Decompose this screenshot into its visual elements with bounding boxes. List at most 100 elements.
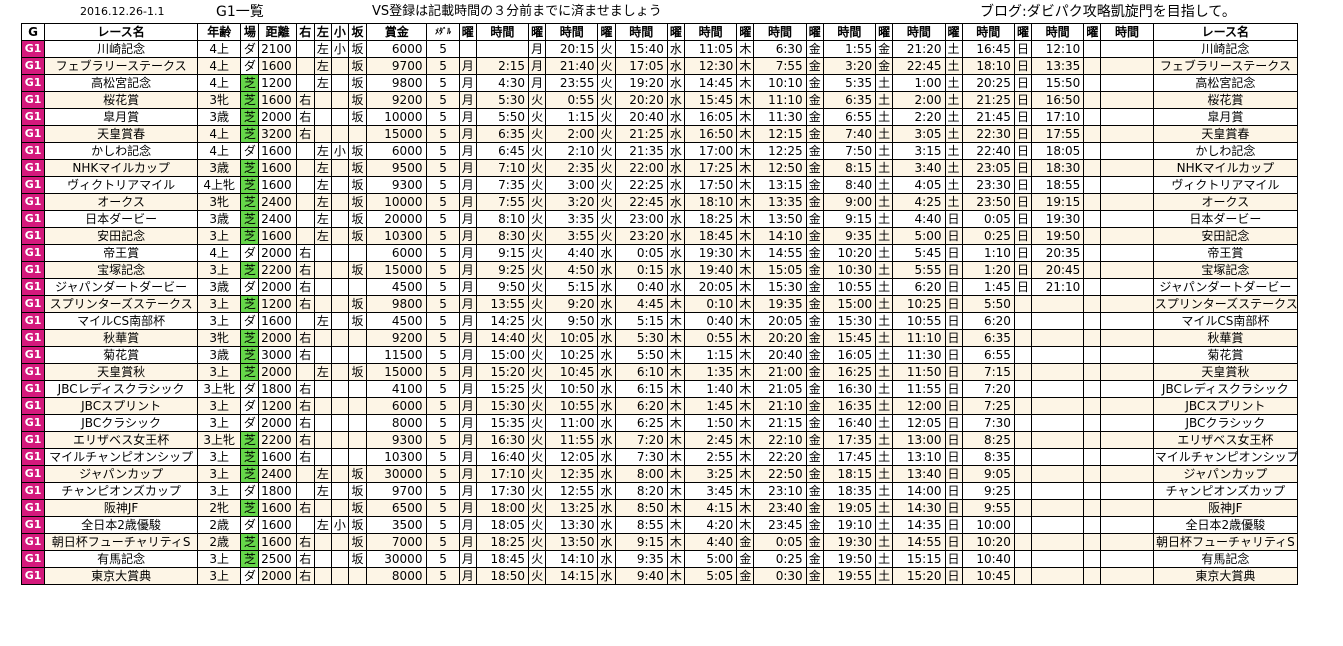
slot-time: 12:10 [1030, 40, 1085, 58]
slot-day: 金 [805, 159, 824, 177]
race-name: 全日本2歳優駿 [44, 516, 199, 534]
distance-cell: 1600 [258, 142, 297, 160]
slot-time: 21:10 [1030, 278, 1085, 296]
race-name-right: マイルチャンピオンシップ [1152, 448, 1299, 466]
slot-day: 木 [736, 397, 755, 415]
slot-time [1030, 295, 1085, 313]
slope-cell [347, 346, 368, 364]
age-cell: 4上 [197, 142, 242, 160]
slot-time: 22:25 [614, 176, 668, 194]
slot-day: 日 [1013, 57, 1033, 75]
left-turn-cell [313, 397, 332, 415]
slot-time [1100, 159, 1154, 177]
slot-day: 木 [736, 448, 755, 466]
table-row: G1 秋華賞 3牝芝 2000 右 9200 5 月 14:40 火 10:05 水 5:30 木 0:55… [20, 329, 1299, 347]
slot-time: 19:30 [822, 533, 877, 551]
slot-day [1083, 261, 1102, 279]
slot-time: 0:40 [683, 312, 738, 330]
medal-cell: 5 [426, 482, 460, 500]
slot-time: 2:10 [545, 142, 599, 160]
slot-day [1013, 397, 1033, 415]
slot-time: 17:05 [614, 57, 668, 75]
slot-time: 23:40 [753, 499, 807, 517]
table-row: G1 ジャパンカップ 3上芝 2400 左坂 30000 5 月 17:10 火 12:35 水 8:0… [20, 465, 1299, 483]
slot-day: 水 [597, 380, 616, 398]
race-name-right: JBCレディスクラシック [1152, 380, 1299, 398]
slot-time: 14:40 [475, 329, 530, 347]
slot-day [1013, 465, 1033, 483]
table-row: G1 マイルチャンピオンシップ 3上芝 1600 右 10300 5 月 16:40 火 12:05… [20, 448, 1299, 466]
right-turn-cell [295, 210, 315, 228]
slot-time: 9:15 [822, 210, 877, 228]
race-name: 帝王賞 [44, 244, 199, 262]
slot-day: 木 [736, 329, 755, 347]
slot-day [1083, 244, 1102, 262]
slot-time: 15:45 [683, 91, 738, 109]
slot-time: 19:55 [822, 567, 877, 585]
slot-time: 7:55 [475, 193, 530, 211]
grade-badge: G1 [20, 261, 46, 279]
slope-cell: 坂 [347, 550, 368, 568]
medal-cell: 5 [426, 244, 460, 262]
table-row: G1 チャンピオンズカップ 3上ダ 1800 左坂 9700 5 月 17:30 火 12:55 水 8… [20, 482, 1299, 500]
medal-cell: 5 [426, 516, 460, 534]
medal-cell: 5 [426, 142, 460, 160]
left-turn-cell [313, 346, 332, 364]
slot-day: 金 [805, 363, 824, 381]
slot-time: 3:55 [545, 227, 599, 245]
slot-time: 14:15 [545, 567, 599, 585]
slot-day: 土 [875, 312, 894, 330]
grade-badge: G1 [20, 91, 46, 109]
slot-day: 火 [597, 108, 616, 126]
slot-time: 23:50 [961, 193, 1015, 211]
slot-time: 11:10 [892, 329, 946, 347]
slot-day: 月 [458, 414, 477, 432]
slot-time: 15:30 [753, 278, 807, 296]
slot-time: 2:15 [475, 57, 530, 75]
slot-day: 土 [944, 142, 963, 160]
distance-cell: 2500 [258, 550, 297, 568]
race-name: オークス [44, 193, 199, 211]
race-name-right: ヴィクトリアマイル [1152, 176, 1299, 194]
table-row: G1 桜花賞 3牝芝 1600 右坂 9200 5 月 5:30 火 0:55 火 20:20 水 15:4… [20, 91, 1299, 109]
race-name-right: 東京大賞典 [1152, 567, 1299, 585]
left-turn-cell [313, 125, 332, 143]
distance-cell: 2200 [258, 431, 297, 449]
slope-cell [347, 431, 368, 449]
left-turn-cell [313, 261, 332, 279]
slot-day: 火 [528, 295, 547, 313]
prize-cell: 9500 [366, 159, 428, 177]
race-name: ヴィクトリアマイル [44, 176, 199, 194]
slot-time [1100, 448, 1154, 466]
g1-schedule-table: G レース名 年齢場距離右左小坂賞金 ﾒﾀﾞﾙ曜時間曜時間曜時間曜時間曜時間曜時間曜時… [20, 23, 1299, 585]
slot-time: 2:55 [683, 448, 738, 466]
left-turn-cell [313, 431, 332, 449]
right-turn-cell [295, 57, 315, 75]
slot-time: 13:25 [545, 499, 599, 517]
slot-time: 14:45 [683, 74, 738, 92]
slot-day: 水 [597, 567, 616, 585]
slot-day: 土 [875, 567, 894, 585]
distance-cell: 2000 [258, 244, 297, 262]
table-row: G1 朝日杯フューチャリティS 2歳芝 1600 右坂 7000 5 月 18:25 火 13:50… [20, 533, 1299, 551]
column-header: 時間 [1030, 23, 1085, 41]
slot-time: 4:50 [545, 261, 599, 279]
slot-day: 日 [1013, 176, 1033, 194]
small-track-cell [330, 465, 349, 483]
slot-day: 月 [458, 312, 477, 330]
slot-time: 7:10 [475, 159, 530, 177]
slot-time: 9:05 [961, 465, 1015, 483]
left-turn-cell: 左 [313, 193, 332, 211]
prize-cell: 9300 [366, 176, 428, 194]
small-track-cell [330, 312, 349, 330]
slot-day [1013, 448, 1033, 466]
slot-time: 6:35 [475, 125, 530, 143]
slot-time: 6:20 [614, 397, 668, 415]
table-row: G1 JBCレディスクラシック 3上牝ダ 1800 右 4100 5 月 15:25 火 10:50… [20, 380, 1299, 398]
slot-day: 木 [736, 193, 755, 211]
column-header: 時間 [475, 23, 530, 41]
slot-day: 土 [875, 499, 894, 517]
slot-day [1013, 499, 1033, 517]
age-cell: 3歳 [197, 278, 242, 296]
grade-badge: G1 [20, 159, 46, 177]
